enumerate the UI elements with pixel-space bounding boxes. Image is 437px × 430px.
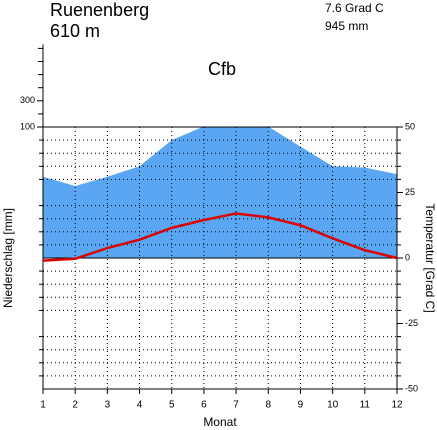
annotation: 7.6 Grad C [325,1,384,15]
y2-tick-label: -50 [405,383,418,393]
x-tick-label: 3 [105,400,111,411]
y2-tick-label: 0 [405,252,410,262]
x-tick-label: 8 [265,400,271,411]
x-tick-label: 9 [298,400,304,411]
y2-tick-label: 25 [405,187,415,197]
y2-axis-label: Temperatur [Grad C] [423,203,437,312]
y-axis-label: Niederschlag [mm] [1,208,15,308]
y2-tick-label: -25 [405,318,418,328]
temperature-line [42,212,398,262]
y2-tick-label: 50 [405,121,415,131]
x-tick-label: 4 [137,400,143,411]
x-tick-label: 6 [201,400,207,411]
x-tick-label: 10 [327,400,339,411]
annotation: 945 mm [325,19,368,33]
chart-subtitle: 610 m [50,21,100,41]
y-tick-label: 300 [20,95,35,105]
chart-title: Ruenenberg [50,0,149,20]
y-tick-label: 100 [20,121,35,131]
x-tick-label: 2 [72,400,78,411]
x-tick-label: 12 [391,400,403,411]
x-axis-label: Monat [203,415,237,429]
annotation: Cfb [208,59,236,79]
precipitation-area [43,127,397,258]
x-tick-label: 7 [233,400,239,411]
x-tick-label: 1 [40,400,46,411]
x-tick-label: 5 [169,400,175,411]
x-tick-label: 11 [360,400,371,411]
